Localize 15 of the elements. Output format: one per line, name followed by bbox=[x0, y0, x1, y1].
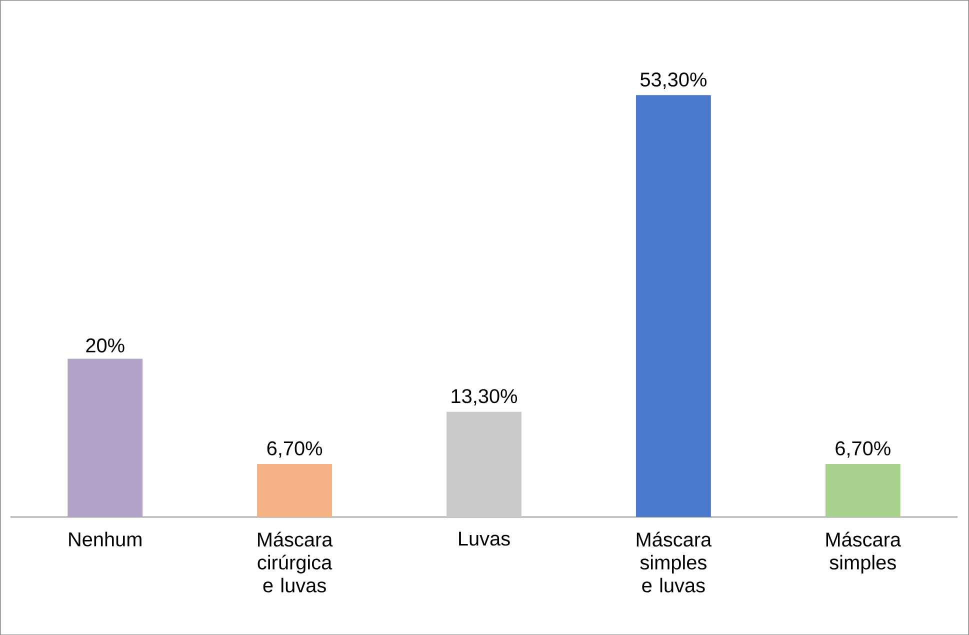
data-label: 6,70% bbox=[267, 441, 322, 458]
x-tick-label: Máscara simples bbox=[826, 532, 902, 574]
x-tick-label: Máscara simples e luvas bbox=[636, 532, 712, 592]
bar bbox=[636, 95, 711, 517]
x-tick-label: Máscara cirúrgica e luvas bbox=[258, 532, 333, 592]
data-label: 13,30% bbox=[452, 388, 518, 406]
data-label: 53,30% bbox=[640, 72, 706, 89]
x-tick-label: Luvas bbox=[459, 532, 510, 546]
data-label: 6,70% bbox=[836, 441, 890, 458]
bar bbox=[257, 464, 332, 517]
bar bbox=[68, 358, 143, 517]
bar bbox=[825, 464, 900, 517]
bar bbox=[446, 412, 522, 517]
x-tick-label: Nenhum bbox=[69, 532, 142, 546]
data-label: 20% bbox=[86, 338, 124, 352]
